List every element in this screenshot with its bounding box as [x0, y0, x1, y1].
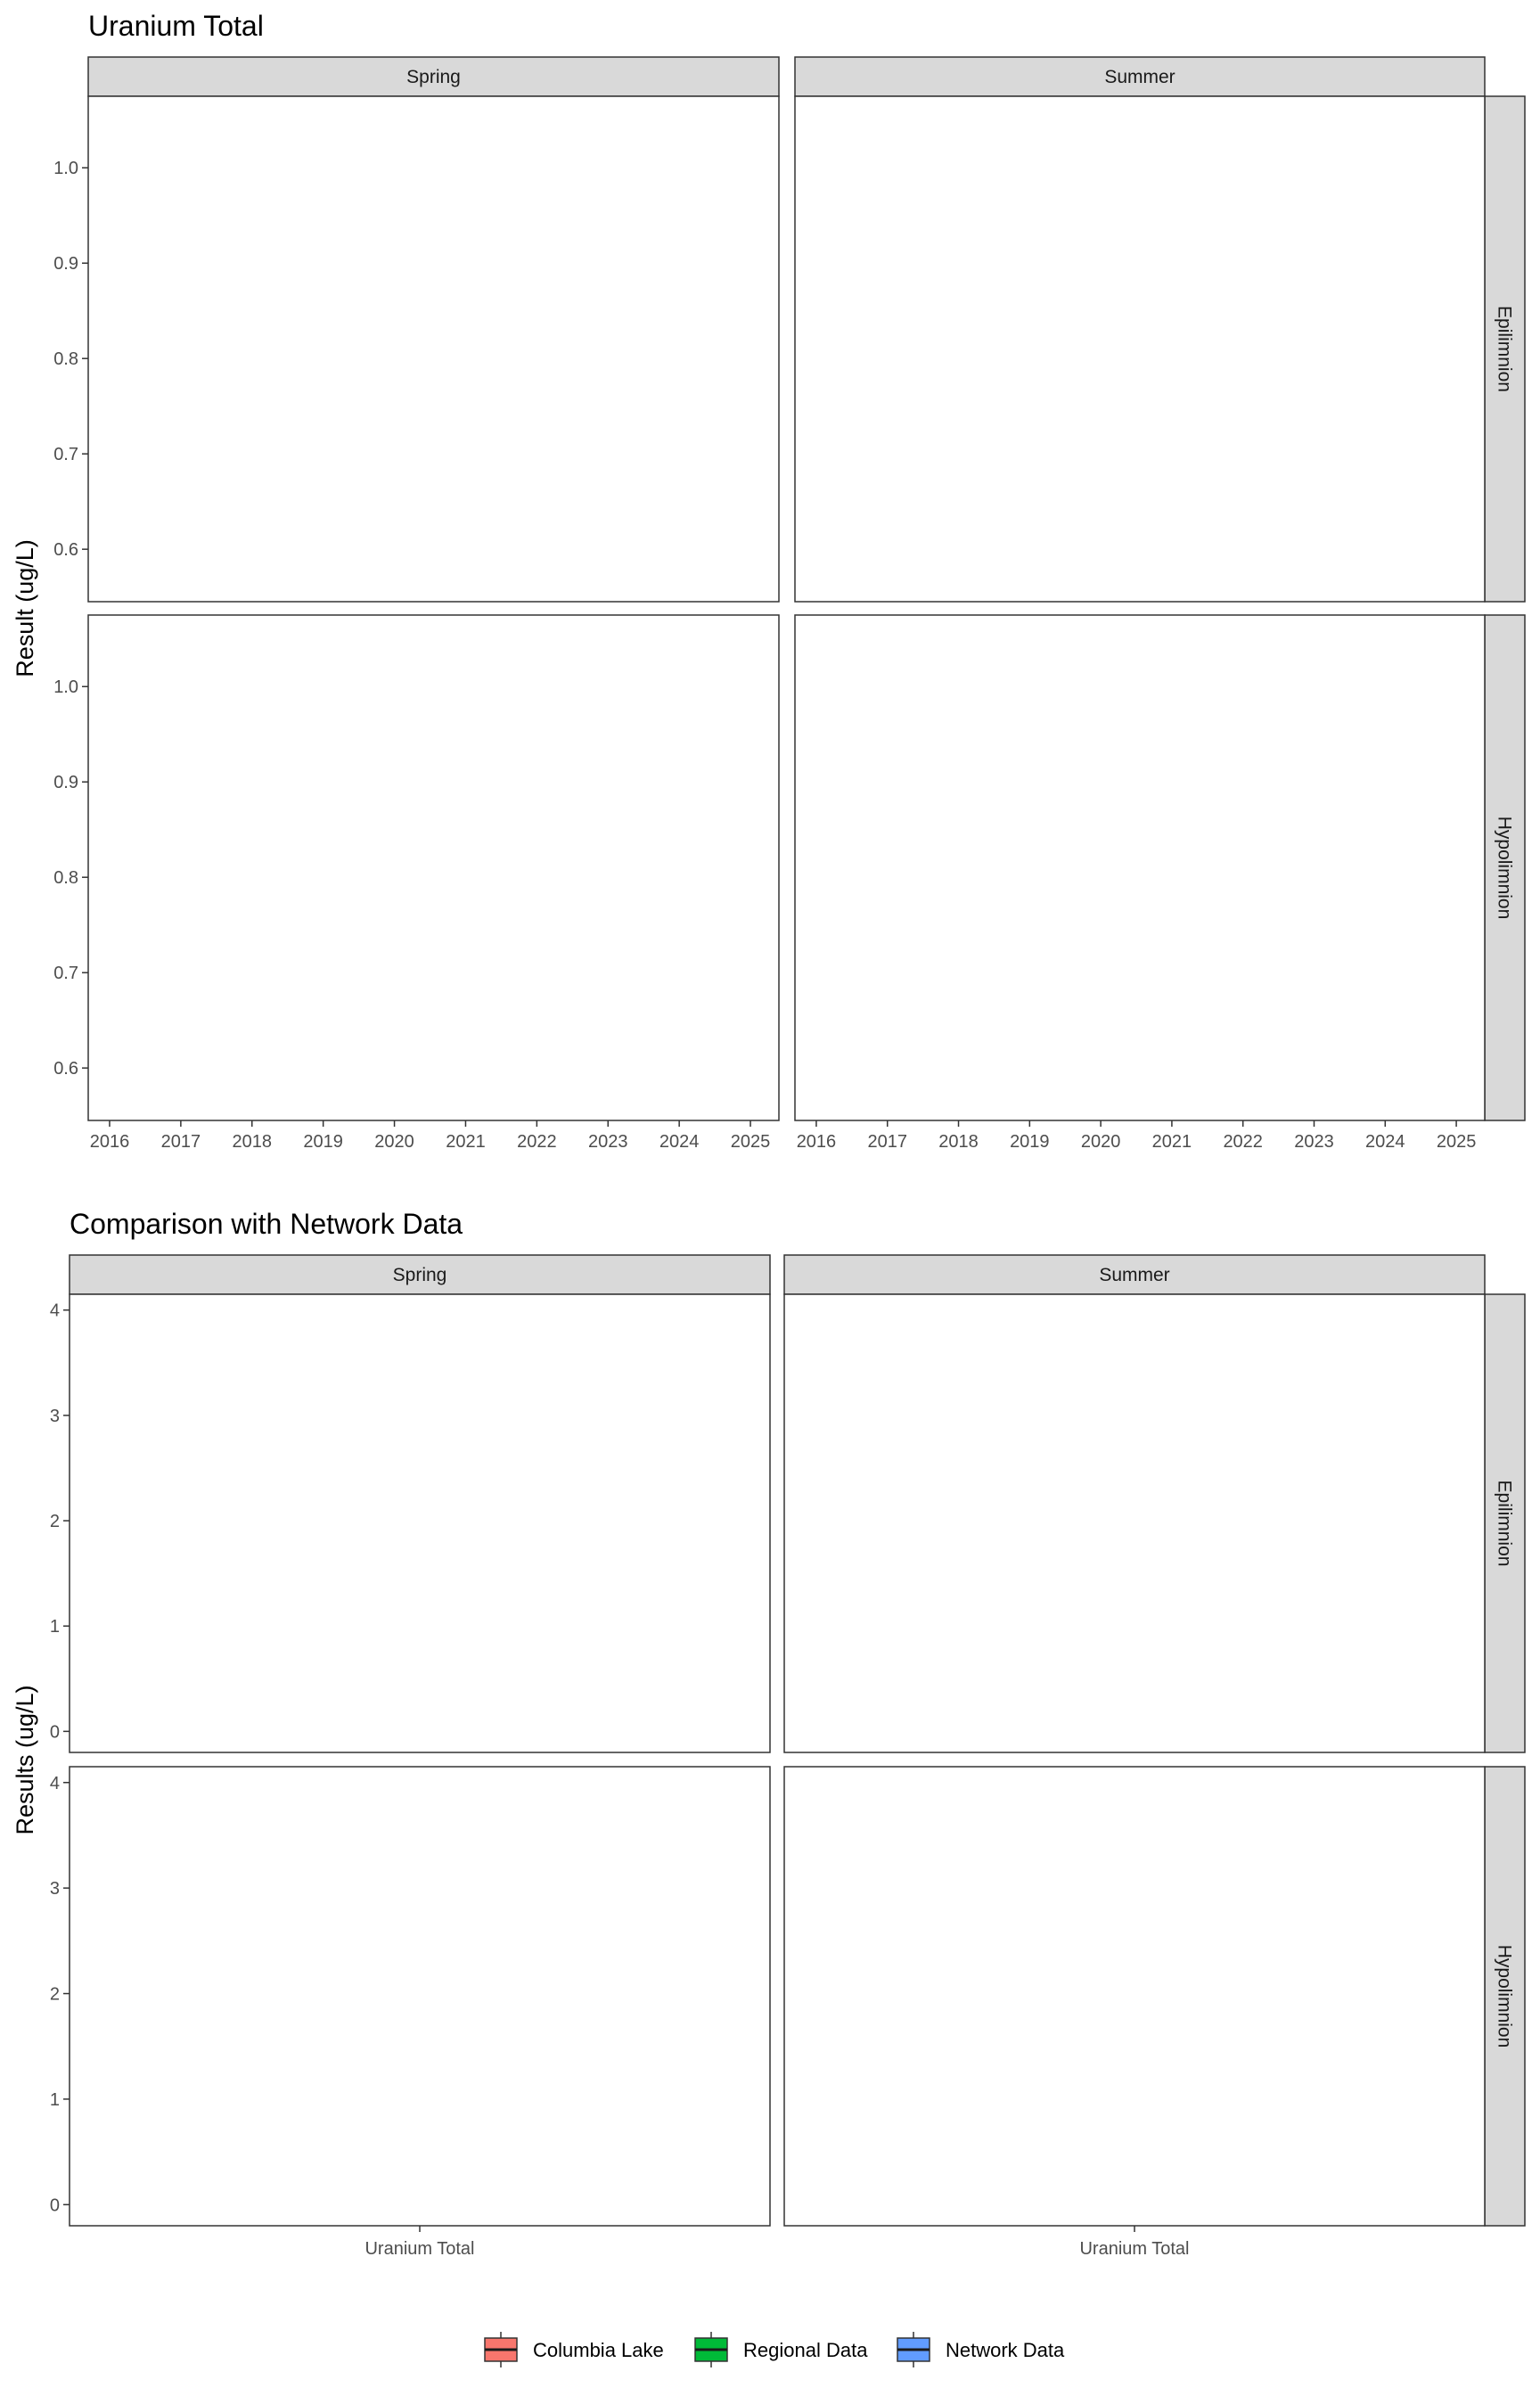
y-tick-label: 1.0	[53, 677, 78, 697]
x-tick-label: 2020	[1081, 1132, 1121, 1152]
chart-title-comparison: Comparison with Network Data	[70, 1208, 463, 1240]
y-tick-label: 0.9	[53, 254, 78, 274]
scatter-panel-spring-epilimnion-background	[88, 96, 779, 602]
x-tick-label: 2023	[1294, 1132, 1334, 1152]
y-tick-label: 4	[50, 1301, 60, 1321]
x-tick-label: 2016	[797, 1132, 837, 1152]
y-tick-label: 0.6	[53, 1059, 78, 1079]
box-panel-spring-hypolimnion-background	[70, 1767, 770, 2226]
legend-item-columbia-lake: Columbia Lake	[484, 2332, 664, 2367]
y-tick-label: 0.8	[53, 349, 78, 369]
y-axis-title-result: Result (ug/L)	[12, 539, 38, 677]
x-tick-label: 2024	[659, 1132, 700, 1152]
box-panel-spring-epilimnion-background	[70, 1294, 770, 1752]
x-tick-label: Uranium Total	[365, 2239, 474, 2259]
y-tick-label: 0	[50, 1722, 60, 1742]
legend: Columbia Lake Regional Data Network Data	[484, 2332, 1065, 2367]
facet-row-epilimnion-strip-label: Epilimnion	[1495, 306, 1515, 392]
facet-col-summer-strip	[794, 56, 1486, 97]
legend-label: Regional Data	[743, 2339, 868, 2361]
y-tick-label: 0.9	[53, 773, 78, 792]
box-panel-summer-epilimnion-border	[783, 1293, 1486, 1753]
x-tick-label: 2022	[1223, 1132, 1263, 1152]
x-tick-label: 2023	[588, 1132, 628, 1152]
scatter-panel-spring-hypolimnion-background	[88, 615, 779, 1120]
y-tick-label: 0.8	[53, 868, 78, 888]
x-tick-label: 2017	[161, 1132, 201, 1152]
facet-row-epilimnion-strip	[1484, 95, 1526, 603]
scatter-panel-summer-epilimnion-border	[794, 95, 1486, 603]
scatter-panel-spring-epilimnion-border	[87, 95, 780, 603]
facet-col-summer-strip-label: Summer	[1104, 67, 1175, 87]
box-facet-col-summer-strip	[783, 1254, 1486, 1295]
x-tick-label: 2024	[1365, 1132, 1405, 1152]
x-tick-label: 2019	[303, 1132, 343, 1152]
y-tick-label: 1	[50, 1617, 60, 1637]
y-tick-label: 0.7	[53, 964, 78, 983]
x-tick-label: 2018	[938, 1132, 979, 1152]
y-tick-label: 3	[50, 1407, 60, 1426]
box-facet-row-epilimnion-strip-label: Epilimnion	[1495, 1481, 1515, 1567]
scatter-panel-spring-hypolimnion-border	[87, 614, 780, 1121]
box-panel-summer-epilimnion-background	[784, 1294, 1485, 1752]
y-tick-label: 1	[50, 2090, 60, 2110]
chart-title-uranium-total: Uranium Total	[88, 10, 264, 42]
box-facet-row-epilimnion-strip	[1484, 1293, 1526, 1753]
y-tick-label: 1.0	[53, 159, 78, 178]
y-tick-label: 0.6	[53, 540, 78, 560]
x-tick-label: 2017	[867, 1132, 907, 1152]
y-tick-label: 0	[50, 2195, 60, 2215]
y-tick-label: 2	[50, 1512, 60, 1531]
x-tick-label: 2020	[374, 1132, 414, 1152]
scatter-panel-summer-hypolimnion-background	[795, 615, 1485, 1120]
x-tick-label: 2025	[731, 1132, 771, 1152]
box-panel-spring-epilimnion-border	[69, 1293, 771, 1753]
box-facet-col-spring-strip-label: Spring	[393, 1265, 447, 1285]
y-tick-label: 4	[50, 1774, 60, 1793]
legend-item-network-data: Network Data	[897, 2332, 1065, 2367]
legend-label: Columbia Lake	[533, 2339, 664, 2361]
facet-row-hypolimnion-strip-label: Hypolimnion	[1495, 816, 1515, 920]
box-facet-row-hypolimnion-strip-label: Hypolimnion	[1495, 1945, 1515, 2048]
y-tick-label: 0.7	[53, 445, 78, 464]
facet-col-spring-strip	[87, 56, 780, 97]
x-tick-label: 2021	[446, 1132, 486, 1152]
x-tick-label: 2025	[1437, 1132, 1477, 1152]
box-facet-col-summer-strip-label: Summer	[1099, 1265, 1169, 1285]
x-tick-label: 2019	[1010, 1132, 1050, 1152]
facet-row-hypolimnion-strip	[1484, 614, 1526, 1121]
x-tick-label: 2021	[1152, 1132, 1192, 1152]
scatter-panel-summer-hypolimnion-border	[794, 614, 1486, 1121]
legend-label: Network Data	[946, 2339, 1065, 2361]
y-axis-title-results: Results (ug/L)	[12, 1685, 38, 1834]
box-panel-summer-hypolimnion-background	[784, 1767, 1485, 2226]
legend-item-regional-data: Regional Data	[694, 2332, 868, 2367]
x-tick-label: 2022	[517, 1132, 557, 1152]
y-tick-label: 3	[50, 1879, 60, 1899]
x-tick-label: 2016	[90, 1132, 130, 1152]
scatter-panel-summer-epilimnion-background	[795, 96, 1485, 602]
x-tick-label: 2018	[233, 1132, 273, 1152]
facet-col-spring-strip-label: Spring	[406, 67, 461, 87]
x-tick-label: Uranium Total	[1079, 2239, 1189, 2259]
box-facet-col-spring-strip	[69, 1254, 771, 1295]
y-tick-label: 2	[50, 1985, 60, 2005]
box-facet-row-hypolimnion-strip	[1484, 1766, 1526, 2227]
